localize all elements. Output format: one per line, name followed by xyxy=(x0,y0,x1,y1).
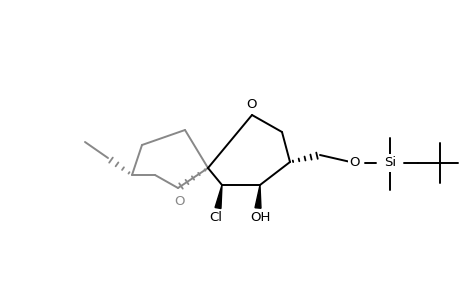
Text: Cl: Cl xyxy=(209,211,222,224)
Text: Si: Si xyxy=(383,157,395,169)
Text: O: O xyxy=(246,98,257,111)
Text: O: O xyxy=(349,157,359,169)
Polygon shape xyxy=(254,185,260,208)
Text: OH: OH xyxy=(249,211,269,224)
Polygon shape xyxy=(214,185,222,208)
Text: O: O xyxy=(174,195,185,208)
